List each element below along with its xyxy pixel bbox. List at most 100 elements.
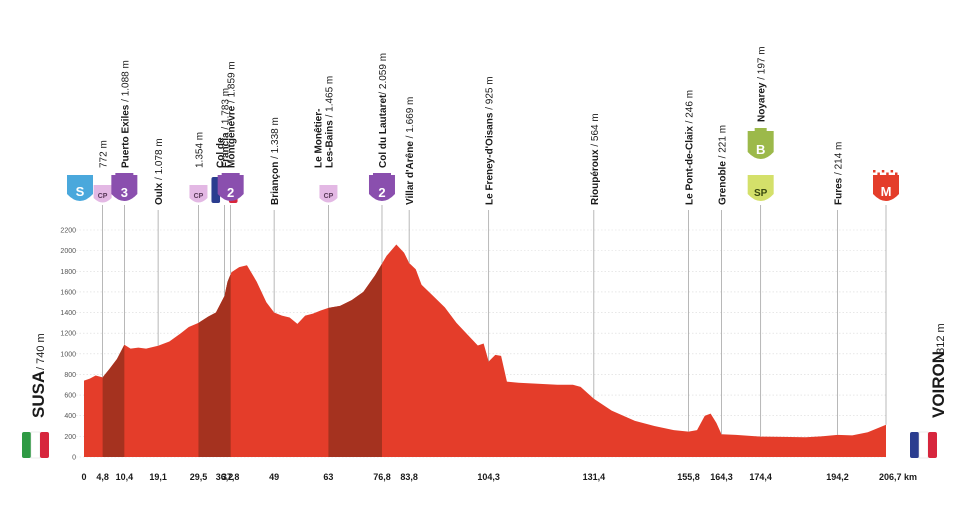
distance-tick-label: 4,8 xyxy=(96,472,109,482)
checkpoint-icon-label: CP xyxy=(324,193,334,200)
altitude-tick-label: 1400 xyxy=(60,310,76,317)
start-icon-label: S xyxy=(76,184,85,199)
altitude-tick-label: 200 xyxy=(64,434,76,441)
waypoint-label: Les-Bains / 1.465 m xyxy=(324,76,335,168)
distance-tick-label: 49 xyxy=(269,472,279,482)
start-city-name: SUSA xyxy=(29,371,48,418)
start-icon: S xyxy=(67,175,93,201)
checkpoint-icon xyxy=(93,185,112,203)
checkpoint-icon-label: CP xyxy=(194,193,204,200)
checkpoint-icon xyxy=(319,185,338,203)
altitude-tick-label: 2200 xyxy=(60,228,76,235)
altitude-tick-label: 1800 xyxy=(60,269,76,276)
distance-tick-label: 174,4 xyxy=(749,472,772,482)
bonus-icon-cap xyxy=(754,128,767,132)
waypoint-name-line1: Le Monêtier- xyxy=(313,109,324,168)
checkpoint-icon xyxy=(189,185,208,203)
waypoint-11: Le Freney-d'Oisans / 925 m xyxy=(485,76,496,362)
start-city-block: SUSA / 740 m S xyxy=(22,175,93,459)
climb-segment xyxy=(102,344,125,457)
waypoint-12: Rioupéroux / 564 m xyxy=(590,113,601,399)
distance-tick-label: 29,5 xyxy=(190,472,208,482)
distance-tick-label: 206,7 km xyxy=(879,472,917,482)
distance-tick-label: 194,2 xyxy=(826,472,849,482)
mountain-category-cap xyxy=(115,173,134,176)
sprint-icon xyxy=(747,175,774,201)
finish-icon-label: M xyxy=(881,184,892,199)
distance-tick-label: 76,8 xyxy=(373,472,391,482)
altitude-axis-labels: 0 200 400 600 800 1000 1200 1400 1600 1800 2000 220… xyxy=(60,228,76,462)
distance-tick-label: 155,8 xyxy=(677,472,700,482)
distance-tick-label: 37,8 xyxy=(222,472,240,482)
finish-checker xyxy=(877,172,880,175)
sprint-icon-label: SP xyxy=(754,188,768,199)
waypoint-label: 772 m xyxy=(99,140,110,168)
mountain-category-icon xyxy=(368,175,395,201)
bonus-icon-label: B xyxy=(756,142,765,157)
distance-tick-label: 104,3 xyxy=(477,472,500,482)
finish-checker xyxy=(873,170,876,173)
waypoint-label: Le Freney-d'Oisans / 925 m xyxy=(485,76,496,205)
waypoint-13: Le Pont-de-Claix / 246 m xyxy=(685,90,696,432)
waypoint-16: Fures / 214 m xyxy=(833,142,844,435)
altitude-tick-label: 1600 xyxy=(60,289,76,296)
mountain-category-label: 2 xyxy=(378,185,385,200)
waypoint-name-line1: Col de xyxy=(216,137,227,168)
waypoint-15: SP B Noyarey / 197 m xyxy=(747,46,774,437)
mountain-category-label: 3 xyxy=(121,185,128,200)
finish-city-block: VOIRON / 312 m xyxy=(910,323,948,459)
waypoint-label: Oulx / 1.078 m xyxy=(154,138,165,205)
waypoint-label: Rioupéroux / 564 m xyxy=(590,113,601,205)
checkpoint-icon-label: CP xyxy=(98,193,108,200)
distance-tick-label: 0 xyxy=(81,472,86,482)
distance-tick-label: 10,4 xyxy=(116,472,134,482)
finish-checker xyxy=(886,172,889,175)
mountain-category-icon xyxy=(111,175,138,201)
distance-tick-label: 63 xyxy=(323,472,333,482)
waypoint-label: Montgenèvre / 1.859 m xyxy=(227,61,238,168)
distance-tick-label: 83,8 xyxy=(400,472,418,482)
mountain-category-cap xyxy=(221,173,240,176)
finish-checker xyxy=(890,170,894,173)
altitude-tick-label: 1000 xyxy=(60,351,76,358)
altitude-tick-label: 600 xyxy=(64,393,76,400)
distance-axis-labels: 0 4,8 10,4 19,1 29,5 36,237,8 49 63 76,8 83,8 104,… xyxy=(81,472,917,482)
mountain-category-label: 2 xyxy=(227,185,234,200)
finish-checker xyxy=(881,170,885,173)
distance-tick-label: 164,3 xyxy=(710,472,733,482)
waypoint-label: Le Pont-de-Claix / 246 m xyxy=(685,90,696,205)
waypoint-17: M xyxy=(873,170,899,425)
altitude-tick-label: 1200 xyxy=(60,331,76,338)
finish-checker xyxy=(895,172,898,175)
altitude-tick-label: 400 xyxy=(64,413,76,420)
waypoint-4: CP 1.354 m xyxy=(189,132,208,323)
waypoint-label: 1.354 m xyxy=(194,132,205,168)
waypoint-label: Fures / 214 m xyxy=(833,142,844,205)
distance-tick-label: 19,1 xyxy=(149,472,167,482)
altitude-tick-label: 800 xyxy=(64,372,76,379)
france-flag-icon xyxy=(910,431,937,459)
waypoint-3: Oulx / 1.078 m xyxy=(154,138,165,346)
finish-city-altitude: / 312 m xyxy=(935,323,947,360)
waypoint-label: Grenoble / 221 m xyxy=(717,125,728,205)
distance-tick-label: 131,4 xyxy=(583,472,606,482)
altitude-tick-label: 0 xyxy=(72,455,76,462)
waypoint-label: Col du Lautaret/ 2.059 m xyxy=(378,53,389,168)
waypoint-label: Francia / 1.783 m xyxy=(220,88,231,168)
waypoint-markers: CP 772 m 3 Puerto Exiles / 1.088 m Oulx / 1.… xyxy=(93,46,899,437)
waypoint-10: Villar d'Arêne / 1.669 m xyxy=(405,97,416,264)
waypoint-8: CP Les-Bains / 1.465 mLe Monêtier- xyxy=(313,76,338,308)
climb-segment xyxy=(198,274,231,457)
profile-area xyxy=(84,244,886,457)
waypoint-9: 2 Col du Lautaret/ 2.059 m xyxy=(368,53,395,264)
waypoint-label: Puerto Exiles / 1.088 m xyxy=(120,60,131,168)
mountain-category-icon xyxy=(217,175,244,201)
finish-city-name: VOIRON xyxy=(929,351,948,418)
altitude-tick-label: 2000 xyxy=(60,248,76,255)
finish-icon xyxy=(873,175,899,201)
waypoint-label: Villar d'Arêne / 1.669 m xyxy=(405,97,416,205)
waypoint-label: Briançon / 1.338 m xyxy=(270,117,281,205)
bonus-icon xyxy=(747,131,774,159)
